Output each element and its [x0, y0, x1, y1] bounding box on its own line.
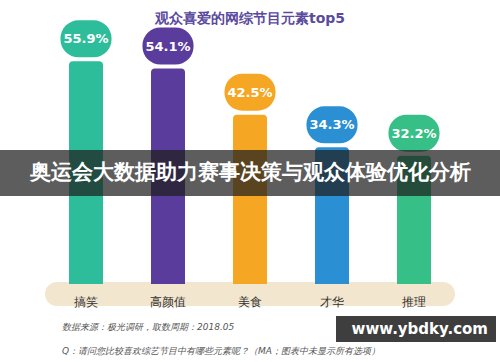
svg-text:55.9%: 55.9%: [63, 31, 108, 46]
svg-text:高颜值: 高颜值: [150, 295, 186, 309]
svg-text:搞笑: 搞笑: [74, 295, 98, 309]
svg-text:推理: 推理: [402, 295, 426, 309]
svg-text:34.3%: 34.3%: [309, 117, 354, 132]
svg-text:美食: 美食: [238, 295, 262, 309]
svg-text:奥运会大数据助力赛事决策与观众体验优化分析: 奥运会大数据助力赛事决策与观众体验优化分析: [29, 160, 471, 184]
svg-text:Q：请问您比较喜欢综艺节目中有哪些元素呢？（MA；图表中未显: Q：请问您比较喜欢综艺节目中有哪些元素呢？（MA；图表中未显示所有选项）: [62, 346, 380, 356]
svg-text:42.5%: 42.5%: [227, 85, 272, 100]
svg-text:观众喜爱的网综节目元素top5: 观众喜爱的网综节目元素top5: [154, 10, 345, 26]
svg-text:54.1%: 54.1%: [145, 39, 190, 54]
svg-text:www.ybdky.com: www.ybdky.com: [352, 320, 488, 338]
svg-text:才华: 才华: [320, 295, 344, 309]
svg-text:32.2%: 32.2%: [391, 126, 436, 141]
svg-text:数据来源：极光调研，取数周期：2018.05: 数据来源：极光调研，取数周期：2018.05: [62, 322, 234, 332]
